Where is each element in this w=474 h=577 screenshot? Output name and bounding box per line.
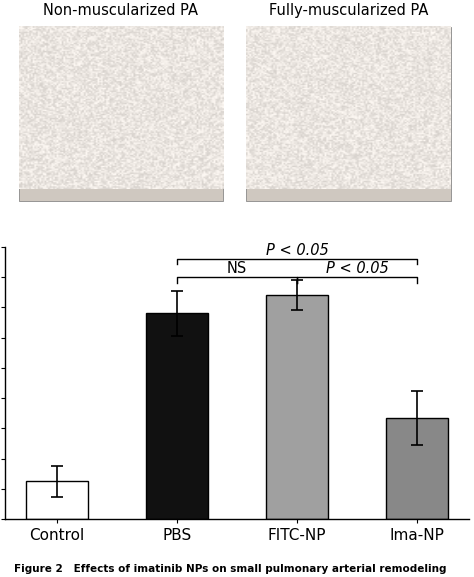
Bar — [26, 481, 88, 519]
Bar — [386, 418, 448, 519]
Text: P < 0.05: P < 0.05 — [326, 261, 388, 276]
Text: Figure 2   Effects of imatinib NPs on small pulmonary arterial remodeling: Figure 2 Effects of imatinib NPs on smal… — [14, 564, 447, 574]
Text: P < 0.05: P < 0.05 — [265, 243, 328, 258]
Bar — [146, 313, 208, 519]
Bar — [246, 27, 451, 201]
Bar — [18, 27, 223, 201]
Text: Fully-muscularized PA: Fully-muscularized PA — [269, 3, 428, 18]
Text: Non-muscularized PA: Non-muscularized PA — [43, 3, 199, 18]
Bar — [266, 295, 328, 519]
Text: NS: NS — [227, 261, 247, 276]
